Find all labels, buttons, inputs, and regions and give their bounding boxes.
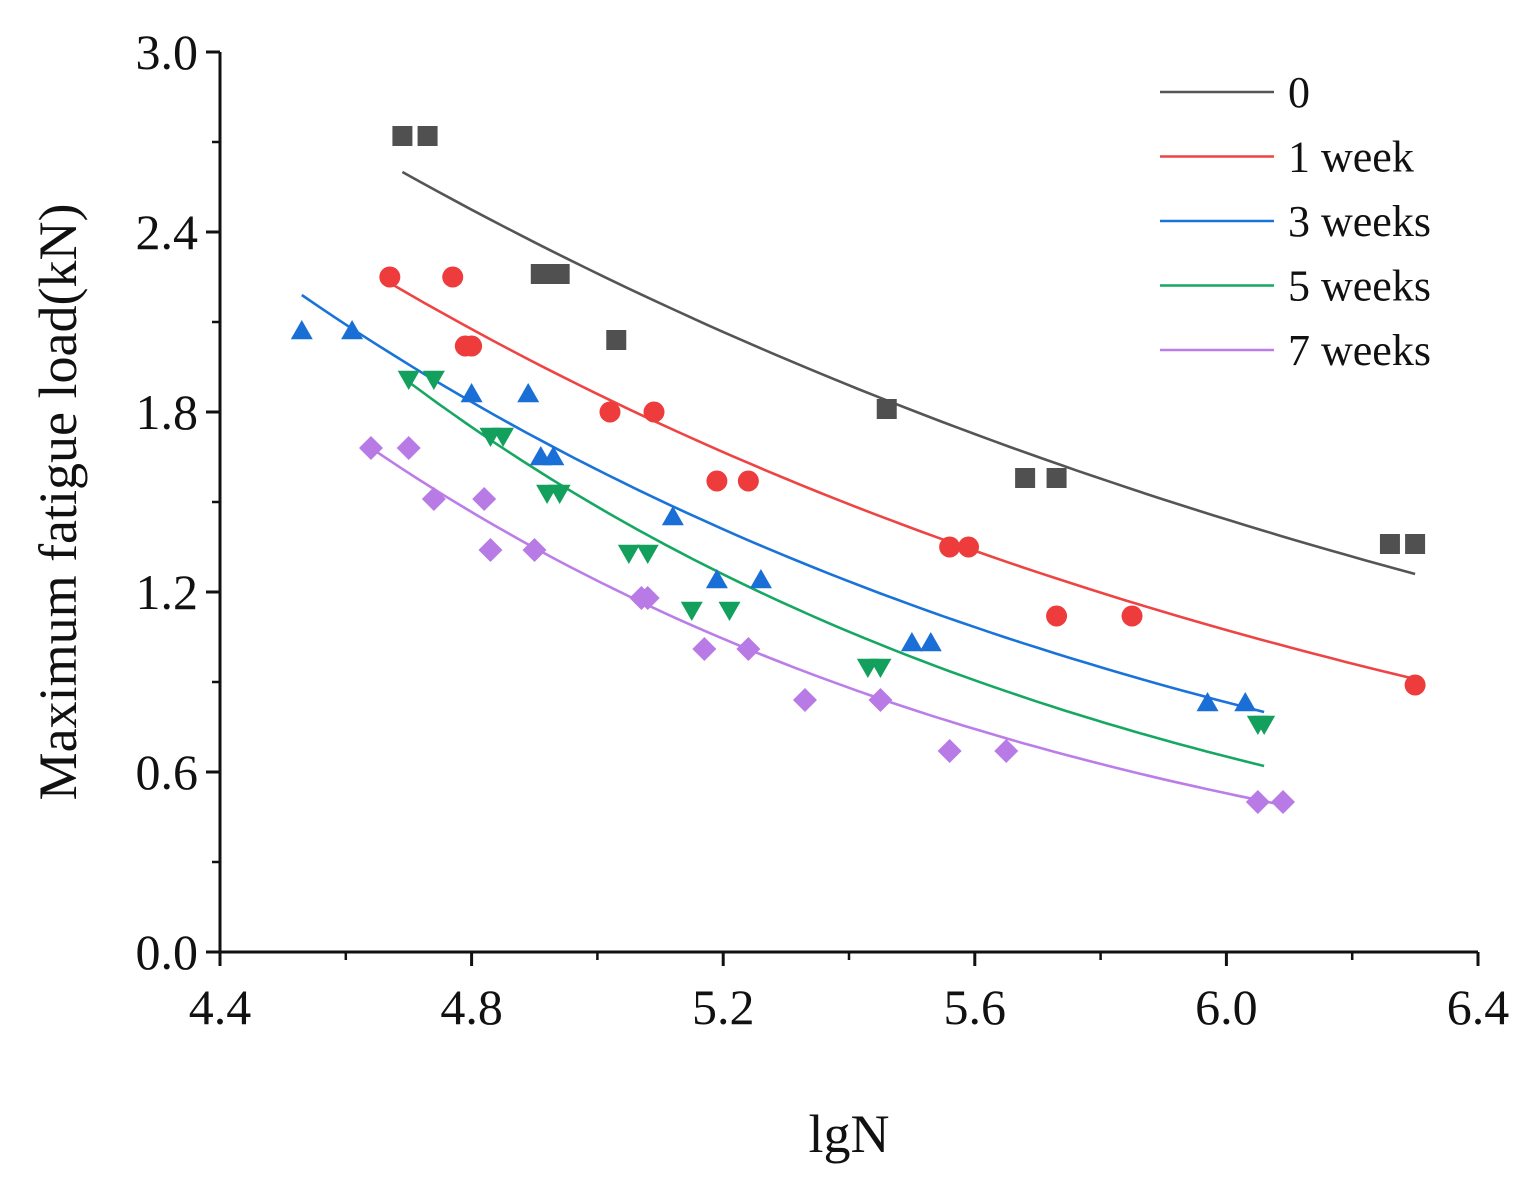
data-point-series-2 — [705, 569, 728, 589]
data-point-series-4 — [1245, 790, 1270, 814]
data-point-series-4 — [522, 538, 547, 562]
data-point-series-0 — [876, 399, 897, 419]
legend-label: 3 weeks — [1288, 197, 1431, 246]
data-point-series-0 — [417, 126, 438, 146]
x-tick-label: 5.6 — [944, 979, 1007, 1035]
x-tick-label: 5.2 — [692, 979, 755, 1035]
data-point-series-3 — [869, 658, 892, 678]
data-point-series-3 — [718, 601, 741, 621]
data-point-series-4 — [478, 538, 503, 562]
data-point-series-4 — [635, 586, 660, 610]
data-point-series-2 — [1234, 692, 1257, 712]
data-point-series-1 — [379, 266, 401, 288]
data-point-series-2 — [1196, 692, 1219, 712]
x-axis-title: lgN — [809, 1104, 890, 1164]
y-tick-label: 3.0 — [136, 24, 199, 80]
axes-layer: 4.4 4.8 5.2 5.6 6.0 6.4 0.0 0.6 1.2 1.8 2.4 3.0 — [136, 24, 1510, 1035]
legend-label: 1 week — [1288, 133, 1414, 182]
y-axis-title: Maximum fatigue load(kN) — [28, 204, 88, 801]
data-point-series-3 — [422, 370, 445, 390]
data-point-series-0 — [606, 330, 627, 350]
data-point-series-1 — [737, 470, 759, 492]
data-point-series-0 — [1046, 468, 1067, 488]
data-point-series-3 — [680, 601, 703, 621]
data-point-series-4 — [868, 688, 893, 712]
x-tick-label: 4.8 — [440, 979, 503, 1035]
x-tick-label: 4.4 — [189, 979, 252, 1035]
data-point-series-4 — [792, 688, 817, 712]
legend-label: 7 weeks — [1288, 326, 1431, 375]
data-point-series-3 — [397, 370, 420, 390]
data-point-series-2 — [749, 569, 772, 589]
data-points-layer — [290, 126, 1426, 814]
y-tick-label: 0.6 — [136, 744, 199, 800]
y-tick-label: 1.8 — [136, 384, 199, 440]
data-point-series-1 — [939, 536, 961, 558]
data-point-series-1 — [442, 266, 464, 288]
data-point-series-2 — [460, 383, 483, 403]
data-point-series-4 — [421, 487, 446, 511]
data-point-series-1 — [958, 536, 980, 558]
data-point-series-0 — [392, 126, 413, 146]
data-point-series-0 — [1379, 534, 1400, 554]
data-point-series-2 — [517, 383, 540, 403]
fit-line-3 — [407, 380, 1265, 768]
data-point-series-2 — [542, 446, 565, 466]
data-point-series-2 — [900, 632, 923, 652]
data-point-series-0 — [1405, 534, 1426, 554]
data-point-series-2 — [919, 632, 942, 652]
data-point-series-4 — [937, 739, 962, 763]
x-tick-label: 6.0 — [1195, 979, 1258, 1035]
data-point-series-1 — [706, 470, 728, 492]
legend-label: 5 weeks — [1288, 262, 1431, 311]
data-point-series-1 — [599, 401, 621, 423]
legend: 0 1 week 3 weeks 5 weeks 7 weeks — [1160, 68, 1431, 375]
fit-line-4 — [370, 446, 1284, 807]
data-point-series-0 — [1015, 468, 1036, 488]
data-point-series-4 — [358, 436, 383, 460]
data-point-series-4 — [472, 487, 497, 511]
data-point-series-0 — [530, 264, 551, 284]
data-point-series-3 — [617, 544, 640, 564]
data-point-series-3 — [492, 427, 515, 447]
y-tick-label: 2.4 — [136, 204, 199, 260]
data-point-series-2 — [290, 320, 313, 340]
data-point-series-1 — [1121, 605, 1143, 627]
data-point-series-4 — [1271, 790, 1296, 814]
fit-line-2 — [301, 293, 1265, 714]
data-point-series-3 — [548, 484, 571, 504]
data-point-series-1 — [643, 401, 665, 423]
data-point-series-2 — [661, 506, 684, 526]
y-tick-label: 1.2 — [136, 564, 199, 620]
data-point-series-0 — [549, 264, 570, 284]
y-tick-label: 0.0 — [136, 924, 199, 980]
x-tick-label: 6.4 — [1447, 979, 1510, 1035]
data-point-series-2 — [341, 320, 364, 340]
fit-lines-layer — [301, 170, 1416, 807]
legend-label: 0 — [1288, 68, 1310, 117]
fit-line-0 — [401, 170, 1416, 576]
data-point-series-3 — [1253, 715, 1276, 735]
data-point-series-1 — [1046, 605, 1068, 627]
data-point-series-1 — [461, 335, 483, 357]
fit-line-1 — [389, 281, 1416, 681]
data-point-series-4 — [736, 637, 761, 661]
data-point-series-3 — [636, 544, 659, 564]
data-point-series-1 — [1404, 674, 1426, 696]
data-point-series-4 — [994, 739, 1019, 763]
data-point-series-4 — [692, 637, 717, 661]
data-point-series-4 — [396, 436, 421, 460]
